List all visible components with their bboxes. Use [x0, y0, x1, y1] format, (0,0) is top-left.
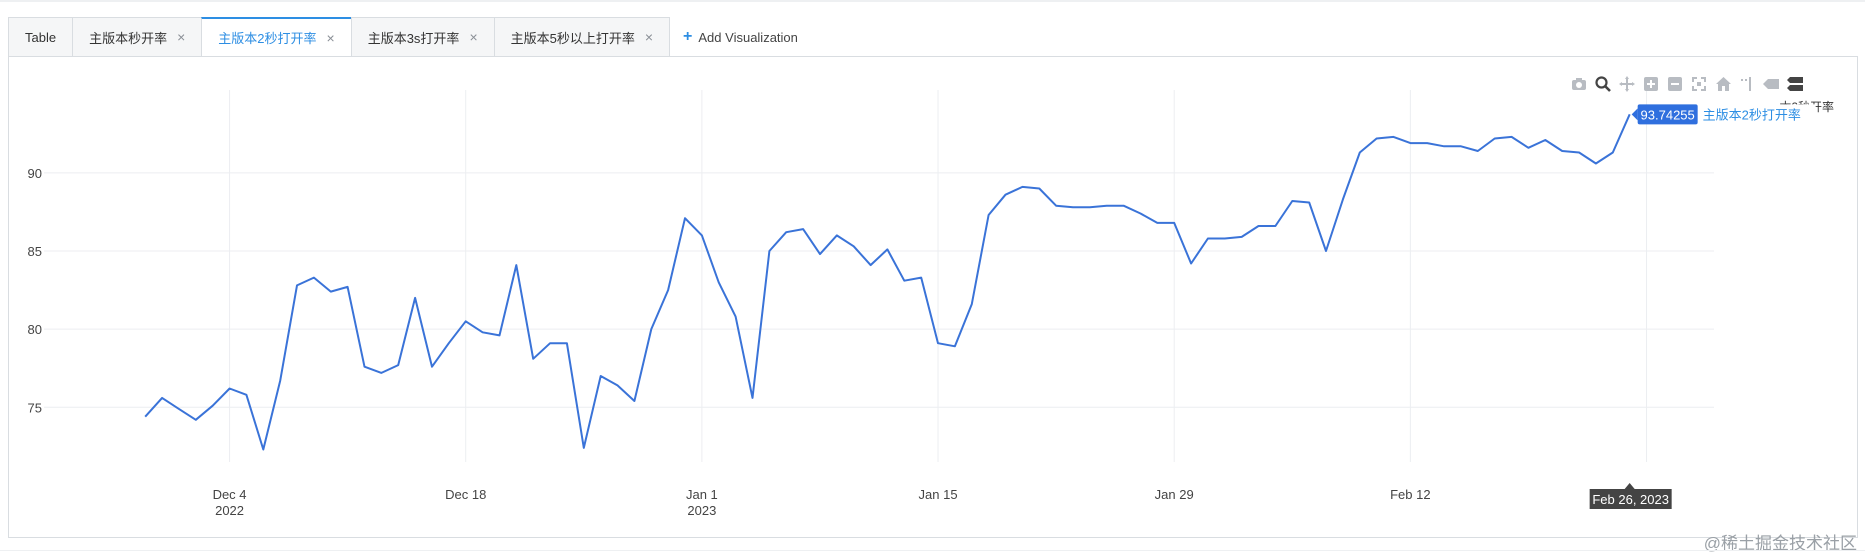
date-pointer [1624, 483, 1635, 489]
y-tick-label: 75 [28, 400, 42, 415]
date-label-box [1589, 489, 1672, 509]
chart-panel [8, 56, 1858, 538]
plus-icon: + [683, 28, 693, 45]
hover-value: 93.74255 [1641, 107, 1695, 122]
hover-closest-icon[interactable] [1762, 75, 1780, 93]
hover-compare-icon[interactable] [1786, 75, 1804, 93]
close-icon[interactable]: × [326, 29, 335, 46]
close-icon[interactable]: × [177, 29, 186, 45]
x-tick-label: Feb 12 [1390, 487, 1430, 502]
x-tick-year-label: 2022 [215, 503, 244, 518]
tab-label: Table [25, 29, 57, 45]
hover-date-label: Feb 26, 2023 [1592, 492, 1669, 507]
tab-label: 主版本2秒打开率 [218, 31, 317, 46]
x-tick-label: Dec 18 [445, 487, 486, 502]
series-line [144, 113, 1631, 451]
x-tick-label: Dec 4 [213, 487, 247, 502]
home-icon[interactable] [1714, 75, 1732, 93]
tab-label: 主版本5秒以上打开率 [510, 30, 635, 46]
add-visualization-label: Add Visualization [698, 29, 798, 45]
y-tick-label: 85 [28, 244, 42, 259]
zoom-icon[interactable] [1594, 75, 1612, 93]
x-tick-label: Jan 15 [919, 487, 958, 502]
add-visualization-button[interactable]: + Add Visualization [669, 17, 798, 57]
top-divider [0, 0, 1865, 2]
x-tick-label: Jan 1 [686, 487, 718, 502]
zoom-out-icon[interactable] [1666, 75, 1684, 93]
close-icon[interactable]: × [644, 29, 654, 45]
tab-label: 主版本秒开率 [89, 30, 168, 46]
tab-table[interactable]: Table [8, 17, 74, 57]
chart-modebar [1570, 75, 1804, 93]
y-tick-label: 90 [28, 166, 42, 181]
watermark: @稀土掘金技术社区 [1703, 534, 1857, 553]
x-tick-year-label: 2023 [687, 503, 716, 518]
hover-series-name: 主版本2秒打开率 [1703, 107, 1801, 122]
hover-pointer [1631, 108, 1638, 121]
bottom-divider [0, 550, 1865, 551]
tab-label: 主版本3s打开率 [367, 30, 460, 46]
hover-series-box [1699, 104, 1816, 125]
camera-icon[interactable] [1570, 75, 1588, 93]
autoscale-icon[interactable] [1690, 75, 1708, 93]
y-tick-label: 80 [28, 322, 42, 337]
pan-icon[interactable] [1618, 75, 1636, 93]
tab-five-second-plus-rate[interactable]: 主版本5秒以上打开率 × [493, 17, 671, 57]
hover-value-box [1637, 104, 1698, 125]
spike-lines-icon[interactable] [1738, 75, 1756, 93]
zoom-in-icon[interactable] [1642, 75, 1660, 93]
x-tick-label: Jan 29 [1155, 487, 1194, 502]
close-icon[interactable]: × [469, 29, 478, 45]
